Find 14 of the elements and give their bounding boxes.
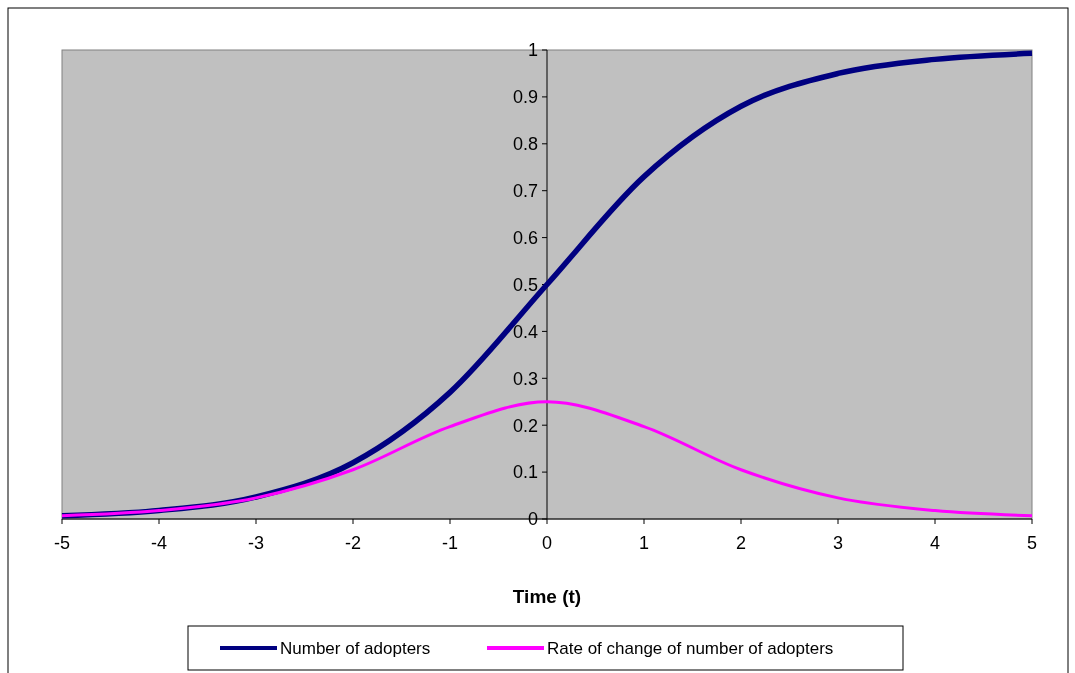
x-tick-label: 3 bbox=[832, 533, 844, 553]
x-tick-label: -5 bbox=[53, 533, 71, 553]
x-tick-label: 5 bbox=[1026, 533, 1038, 553]
x-tick-label: 0 bbox=[541, 533, 553, 553]
legend-label: Rate of change of number of adopters bbox=[547, 638, 834, 658]
x-tick-label: -2 bbox=[344, 533, 362, 553]
x-tick-label: 4 bbox=[929, 533, 941, 553]
x-tick-label: -1 bbox=[441, 533, 459, 553]
x-axis-title: Time (t) bbox=[512, 586, 582, 607]
x-tick-label: -3 bbox=[247, 533, 265, 553]
x-tick-label: 1 bbox=[638, 533, 650, 553]
legend-label: Number of adopters bbox=[280, 638, 431, 658]
x-tick-label: 2 bbox=[735, 533, 747, 553]
x-tick-label: -4 bbox=[150, 533, 168, 553]
